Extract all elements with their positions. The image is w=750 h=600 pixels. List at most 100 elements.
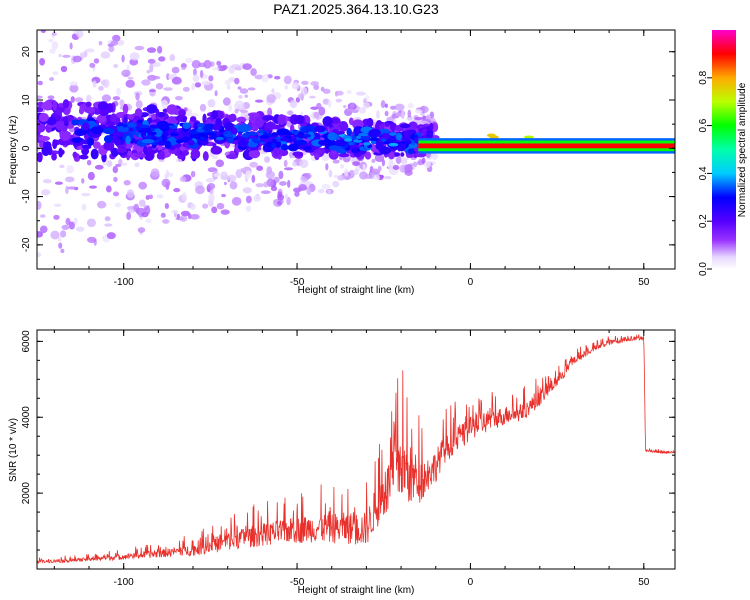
spectrogram-cell <box>221 193 226 198</box>
snr-panel: -100 -50 0 50 2000 4000 6000 Height of straig… <box>8 329 676 596</box>
spectrogram-cell <box>297 93 305 100</box>
spectrogram-cell <box>220 171 228 180</box>
spectrogram-ridge-cell <box>259 135 270 139</box>
spectrogram-cell <box>271 132 279 137</box>
spectrogram-cell <box>337 175 345 181</box>
spectrogram-cell <box>190 170 196 178</box>
spectrogram-cell <box>63 116 68 124</box>
spectrogram-cell <box>385 122 390 128</box>
spectrogram-cell <box>395 132 403 141</box>
spectrogram-x-tick-label: 0 <box>468 277 474 288</box>
spectrogram-cell <box>325 149 330 154</box>
spectrogram-cell <box>149 63 154 73</box>
spectrogram-cell <box>177 154 185 160</box>
spectrogram-cell <box>108 45 115 53</box>
spectrogram-cell <box>237 138 249 148</box>
spectrogram-cell <box>314 125 326 133</box>
spectrogram-cell <box>271 142 277 149</box>
colorbar-ticks: 0.0 0.2 0.4 0.6 0.8 <box>698 70 712 276</box>
spectrogram-cell <box>206 178 212 183</box>
spectrogram-cell <box>395 112 402 117</box>
spectrogram-cell <box>404 163 413 173</box>
snr-frame <box>36 329 676 570</box>
spectrogram-cell <box>112 131 125 138</box>
spectrogram-cell <box>81 178 85 184</box>
spectrogram-cell <box>421 128 428 136</box>
spectrogram-cell <box>60 230 67 238</box>
spectrogram-cell <box>374 154 385 162</box>
spectrogram-cell <box>103 141 115 151</box>
snr-series-line <box>37 334 675 564</box>
spectrogram-cell <box>92 141 101 149</box>
snr-y-label: SNR (10 * v/v) <box>8 418 19 482</box>
spectrogram-cell <box>157 111 166 118</box>
spectrogram-cell <box>240 167 251 172</box>
spectrogram-cell <box>338 121 345 129</box>
spectrogram-cell <box>141 212 149 218</box>
spectrogram-cell <box>289 99 298 109</box>
spectrogram-cell <box>157 135 163 143</box>
spectrogram-cell <box>171 209 179 214</box>
spectrogram-cell <box>238 95 243 99</box>
spectrogram-cell <box>156 120 170 130</box>
spectrogram-cell <box>110 40 119 46</box>
spectrogram-ridge-cell <box>302 133 312 138</box>
spectrogram-cell <box>78 107 85 115</box>
spectrogram-cell <box>400 158 408 165</box>
spectrogram-cell <box>40 214 46 218</box>
spectrogram-cell <box>341 174 352 180</box>
spectrogram-cell <box>266 94 277 103</box>
spectrogram-cell <box>242 187 252 194</box>
spectrogram-cell <box>92 80 97 88</box>
spectrogram-cell <box>250 68 257 77</box>
spectrogram-cell <box>383 176 392 180</box>
spectrogram-cell <box>59 164 65 169</box>
spectrogram-cell <box>182 86 190 92</box>
spectrogram-cell <box>148 194 153 200</box>
spectrogram-cell <box>208 75 214 82</box>
spectrogram-cell <box>173 188 181 193</box>
spectrogram-cell <box>126 211 132 220</box>
spectrogram-cell <box>407 102 414 109</box>
spectrogram-cell <box>37 252 42 258</box>
spectrogram-cell <box>164 203 170 210</box>
spectrogram-cell <box>376 110 380 119</box>
spectrogram-cell <box>283 75 292 85</box>
spectrogram-ridge-cell <box>380 138 387 142</box>
spectrogram-cell <box>230 64 241 69</box>
spectrogram-cell <box>152 75 161 80</box>
spectrogram-cell <box>254 117 264 128</box>
spectrogram-cell <box>278 170 284 180</box>
spectrogram-cell <box>45 30 50 31</box>
spectrogram-ridge-cell <box>486 133 496 138</box>
spectrogram-cell <box>55 120 66 131</box>
spectrogram-cell <box>421 157 426 164</box>
spectrogram-cell <box>340 164 344 169</box>
spectrogram-cell <box>134 45 145 51</box>
spectrogram-ridge-cell <box>136 126 141 131</box>
spectrogram-cell <box>98 85 104 91</box>
spectrogram-cell <box>299 159 309 169</box>
snr-y-tick-label: 2000 <box>21 482 32 505</box>
spectrogram-cell <box>344 168 349 177</box>
spectrogram-ridge-cell <box>212 133 217 138</box>
spectrogram-cell <box>96 114 107 123</box>
spectrogram-cell <box>423 160 431 168</box>
spectrogram-cell <box>301 80 309 85</box>
spectrogram-cell <box>328 169 333 178</box>
spectrogram-cell <box>202 151 209 162</box>
spectrogram-cell <box>407 109 412 119</box>
spectrogram-cell <box>83 106 96 114</box>
spectrogram-cell <box>210 145 223 155</box>
spectrogram-cell <box>87 236 97 244</box>
spectrogram-cell <box>129 52 140 61</box>
spectrogram-cell <box>284 84 288 90</box>
spectrogram-cell <box>54 181 63 185</box>
spectrogram-cell <box>146 47 157 53</box>
spectrogram-cell <box>70 96 75 103</box>
spectrogram-cell <box>122 103 129 115</box>
spectrogram-cell <box>397 143 406 152</box>
spectrogram-cell <box>112 96 121 101</box>
spectrogram-cell <box>212 155 218 160</box>
spectrogram-ridge-cell <box>248 132 258 136</box>
